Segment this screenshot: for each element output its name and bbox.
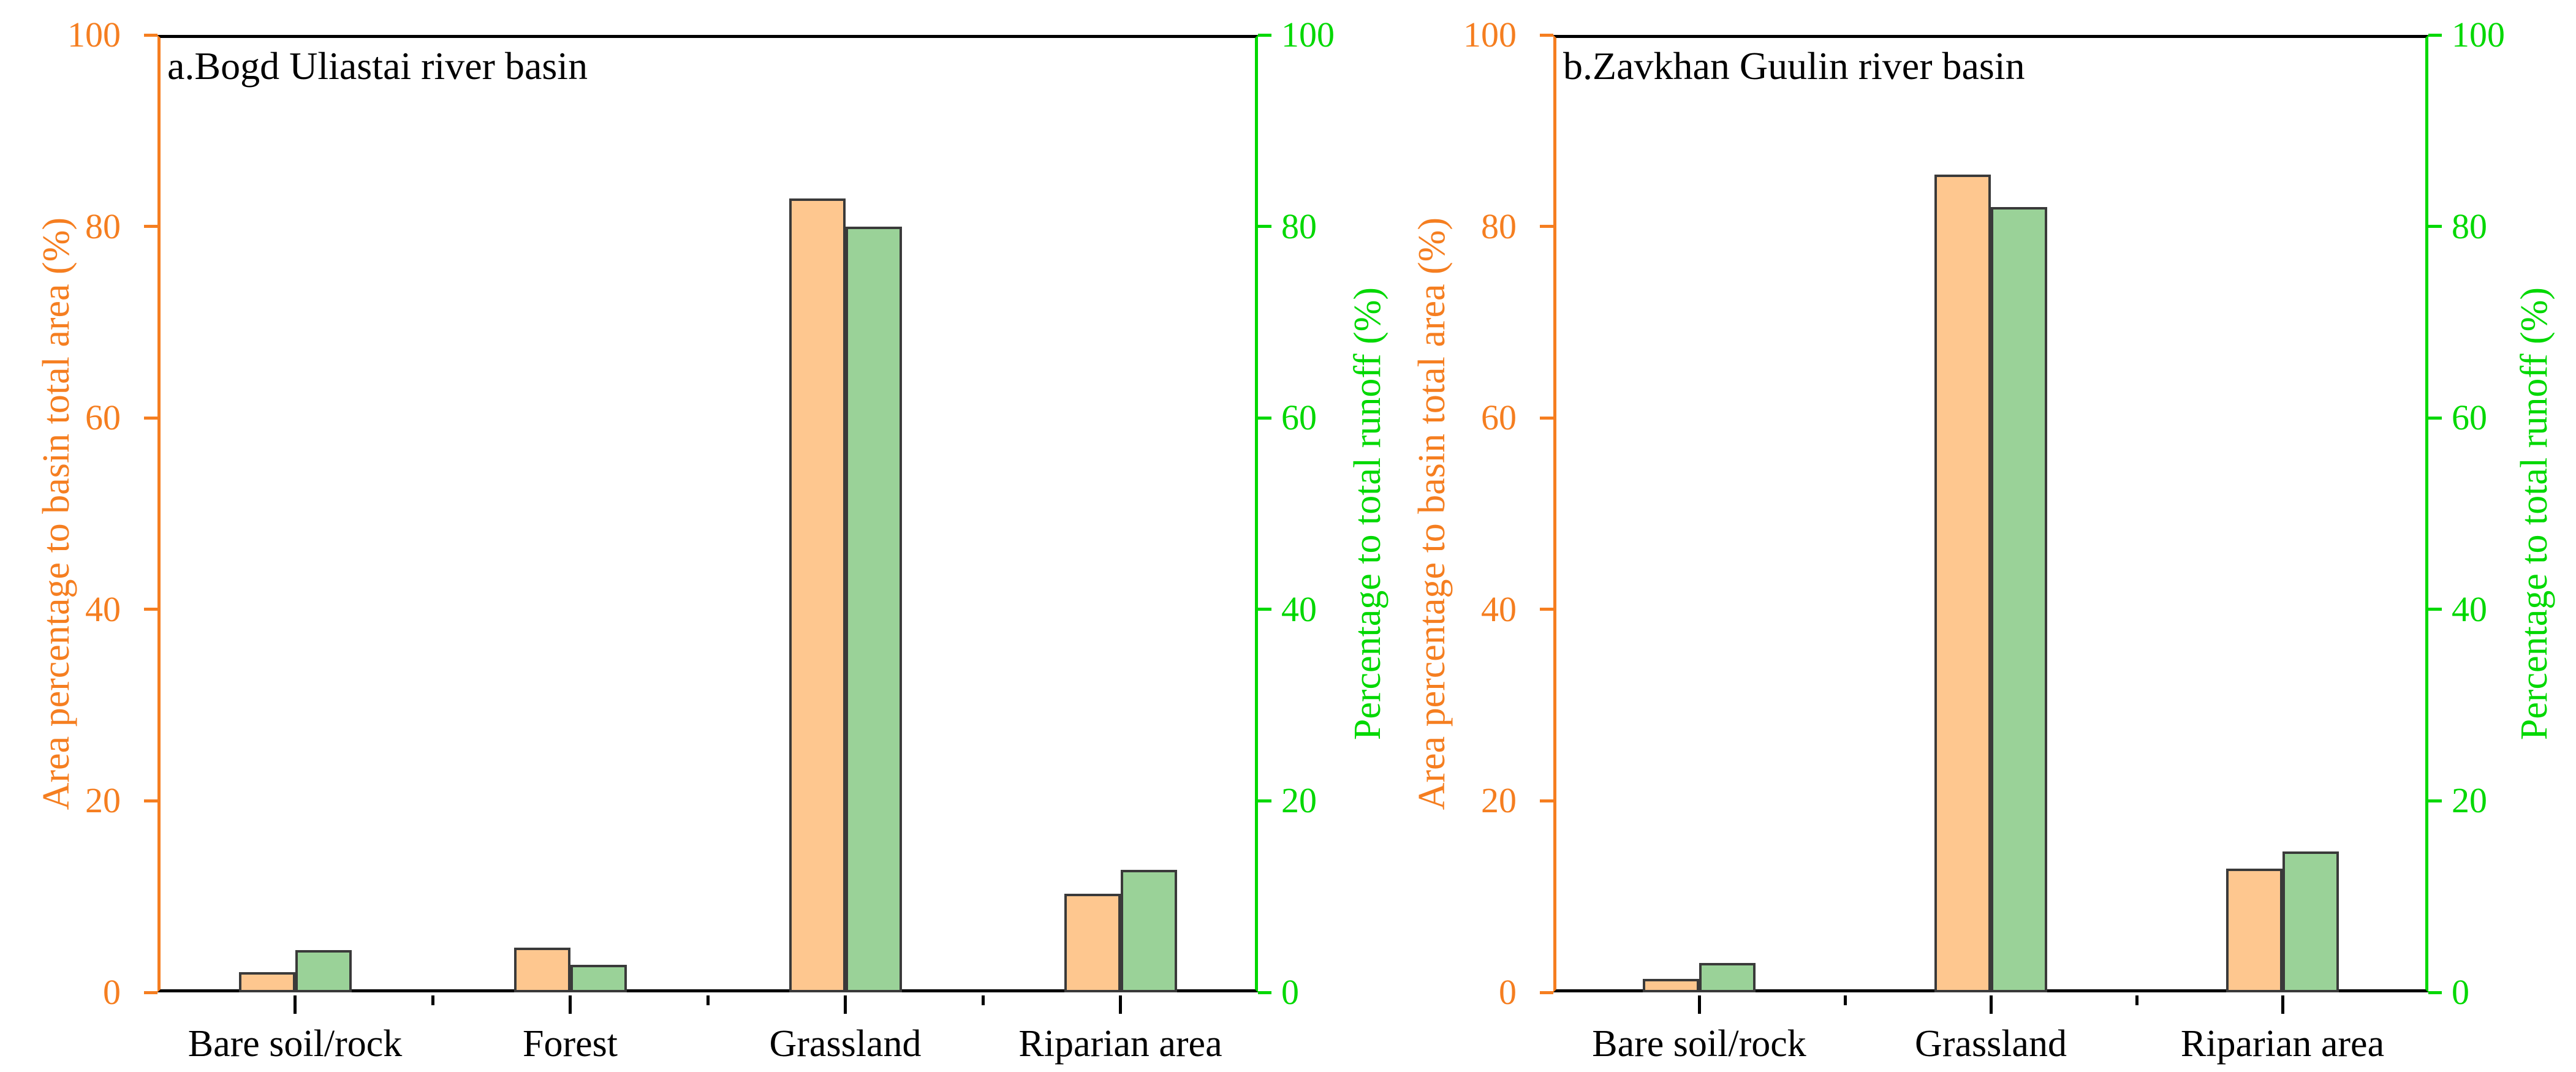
x-axis-category-label: Grassland	[769, 1023, 922, 1065]
right-axis-tick	[1258, 799, 1271, 802]
left-axis-tick	[1540, 991, 1553, 994]
left-axis-tick	[144, 416, 157, 420]
right-axis-tick	[2428, 33, 2442, 37]
area-percentage-bar	[238, 972, 295, 992]
left-axis-tick	[144, 33, 157, 37]
x-axis-minor-tick	[431, 995, 434, 1005]
left-axis-tick-label: 0	[103, 972, 121, 1012]
panel-a-left-axis-label-text: Area percentage to basin total area (%)	[36, 217, 77, 810]
left-axis-tick	[1540, 225, 1553, 228]
right-axis-tick	[2428, 608, 2442, 611]
runoff-percentage-bar	[2282, 851, 2339, 992]
x-axis-minor-tick	[1843, 995, 1847, 1005]
x-axis-minor-tick	[2135, 995, 2138, 1005]
left-axis-tick	[144, 991, 157, 994]
left-axis-tick	[144, 799, 157, 802]
right-axis-tick	[2428, 991, 2442, 994]
x-axis-major-tick	[844, 995, 847, 1014]
runoff-percentage-bar	[1991, 207, 2047, 992]
x-axis-category-label: Grassland	[1915, 1023, 2067, 1065]
x-axis-category-label: Bare soil/rock	[1592, 1023, 1806, 1065]
right-axis-tick-label: 20	[2452, 780, 2487, 821]
left-axis-tick-label: 100	[1463, 15, 1517, 55]
x-axis-minor-tick	[981, 995, 985, 1005]
left-axis-tick	[1540, 608, 1553, 611]
right-axis-tick-label: 40	[1281, 589, 1317, 629]
left-axis-tick	[1540, 416, 1553, 420]
left-axis-tick-label: 20	[85, 780, 121, 821]
area-percentage-bar	[513, 947, 570, 992]
left-axis-tick-label: 40	[85, 589, 121, 629]
right-axis-tick-label: 60	[2452, 398, 2487, 438]
left-axis-tick-label: 0	[1499, 972, 1517, 1012]
x-axis-major-tick	[569, 995, 572, 1014]
area-percentage-bar	[789, 198, 846, 992]
x-axis-major-tick	[1119, 995, 1122, 1014]
right-axis-tick-label: 60	[1281, 398, 1317, 438]
right-axis-tick-label: 0	[1281, 972, 1299, 1012]
runoff-percentage-bar	[1120, 869, 1177, 992]
x-axis-category-label: Riparian area	[2180, 1023, 2385, 1065]
right-axis-tick-label: 0	[2452, 972, 2469, 1012]
left-axis-tick	[1540, 33, 1553, 37]
left-axis-tick-label: 100	[67, 15, 121, 55]
runoff-percentage-bar	[845, 226, 902, 992]
runoff-percentage-bar	[1699, 962, 1756, 992]
right-axis-tick	[1258, 33, 1271, 37]
left-axis-tick-label: 20	[1481, 780, 1517, 821]
area-percentage-bar	[1934, 175, 1991, 992]
right-axis-tick	[1258, 416, 1271, 420]
x-axis-major-tick	[1989, 995, 1993, 1014]
panel-a-title: a.Bogd Uliastai river basin	[167, 44, 588, 88]
panel-b-right-axis-label: Percentage to total runoff (%)	[2510, 35, 2559, 992]
area-percentage-bar	[2226, 869, 2282, 992]
panel-b-title: b.Zavkhan Guulin river basin	[1563, 44, 2025, 88]
x-axis-minor-tick	[706, 995, 710, 1005]
right-axis-tick-label: 80	[2452, 206, 2487, 246]
runoff-percentage-bar	[295, 950, 352, 992]
left-axis-tick	[144, 608, 157, 611]
x-axis-category-label: Forest	[523, 1023, 618, 1065]
panel-b-left-axis-label: Area percentage to basin total area (%)	[1407, 35, 1457, 992]
right-axis-tick-label: 40	[2452, 589, 2487, 629]
x-axis-category-label: Riparian area	[1018, 1023, 1222, 1065]
left-axis-tick	[1540, 799, 1553, 802]
x-axis-major-tick	[1697, 995, 1701, 1014]
left-axis-tick-label: 60	[85, 398, 121, 438]
right-axis-tick	[1258, 991, 1271, 994]
left-axis-tick-label: 80	[1481, 206, 1517, 246]
left-axis-tick-label: 60	[1481, 398, 1517, 438]
panel-b-right-axis-label-text: Percentage to total runoff (%)	[2513, 287, 2555, 741]
x-axis-category-label: Bare soil/rock	[188, 1023, 403, 1065]
right-axis-tick-label: 100	[2452, 15, 2505, 55]
x-axis-major-tick	[2281, 995, 2284, 1014]
right-axis-tick	[2428, 416, 2442, 420]
left-axis-tick-label: 40	[1481, 589, 1517, 629]
right-axis-tick-label: 80	[1281, 206, 1317, 246]
right-axis-tick	[2428, 799, 2442, 802]
right-axis-tick	[1258, 225, 1271, 228]
right-axis-tick	[2428, 225, 2442, 228]
panel-a-right-axis-label-text: Percentage to total runoff (%)	[1347, 287, 1388, 741]
right-axis-tick-label: 20	[1281, 780, 1317, 821]
panel-a-left-axis-label: Area percentage to basin total area (%)	[32, 35, 81, 992]
left-axis-tick-label: 80	[85, 206, 121, 246]
left-axis-tick	[144, 225, 157, 228]
area-percentage-bar	[1064, 894, 1121, 992]
runoff-percentage-bar	[570, 964, 627, 992]
panel-b-left-axis-label-text: Area percentage to basin total area (%)	[1411, 217, 1453, 810]
right-axis-tick-label: 100	[1281, 15, 1335, 55]
panel-a-plot-area	[157, 35, 1258, 992]
panel-a-right-axis-label: Percentage to total runoff (%)	[1343, 35, 1392, 992]
right-axis-tick	[1258, 608, 1271, 611]
x-axis-major-tick	[294, 995, 297, 1014]
area-percentage-bar	[1643, 979, 1699, 992]
